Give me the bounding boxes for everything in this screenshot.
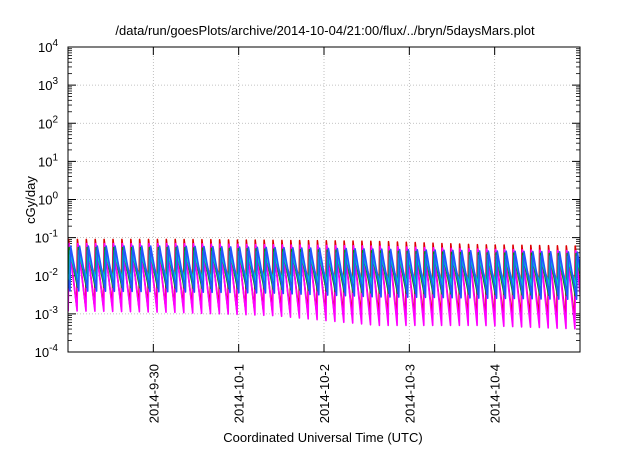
plot-frame [67,46,581,353]
x-tick-label: 2014-10-3 [402,364,417,423]
y-tick-labels: 10-4 10-3 10-2 10-1 100 101 102 103 104 [35,38,59,360]
y-tick-label: 10-3 [35,305,59,322]
y-tick-label: 10-1 [35,229,59,246]
series-group [68,238,580,330]
y-tick-label: 10-4 [35,343,59,360]
x-tick-labels: 2014-9-30 2014-10-1 2014-10-2 2014-10-3 2014… [146,364,502,423]
y-tick-label: 100 [38,191,58,208]
y-tick-label: 101 [38,152,58,169]
x-tick-label: 2014-10-1 [232,364,247,423]
chart-title: /data/run/goesPlots/archive/2014-10-04/2… [115,23,535,38]
series-line [68,245,580,301]
y-tick-label: 103 [38,76,58,93]
y-tick-label: 104 [38,38,58,55]
y-tick-label: 102 [38,114,58,131]
x-tick-label: 2014-10-4 [488,364,503,423]
x-axis-label: Coordinated Universal Time (UTC) [223,430,422,445]
y-tick-label: 10-2 [35,267,59,284]
x-tick-label: 2014-10-2 [317,364,332,423]
y-axis-label: cGy/day [23,176,38,224]
series-line [68,242,580,330]
x-tick-label: 2014-9-30 [146,364,161,423]
